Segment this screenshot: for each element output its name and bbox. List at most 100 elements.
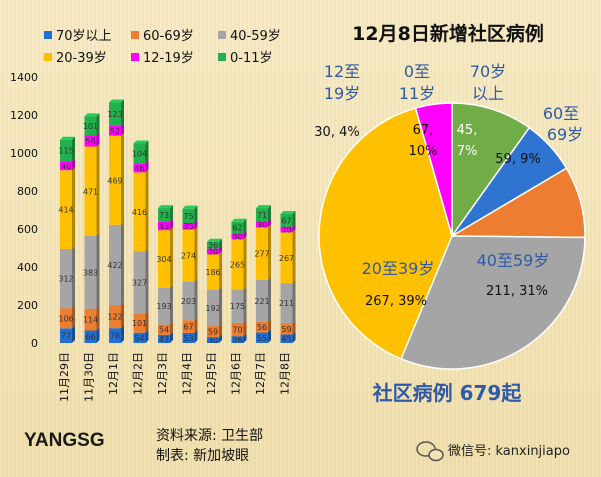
bar-value-label: 267 (279, 254, 294, 263)
pie-category-60-69-line1: 60至 (543, 104, 579, 123)
bar-segment (231, 322, 244, 337)
y-tick-label: 1000 (10, 147, 38, 160)
bar-segment (182, 332, 195, 343)
bar-segment (280, 283, 293, 324)
bar-segment (133, 172, 146, 252)
bar-value-label: 122 (107, 313, 122, 322)
bar-segment (182, 281, 195, 321)
bar-segment-side (243, 236, 247, 290)
pie-category-0-11-line1: 0至 (404, 62, 430, 81)
bar-segment-side (268, 224, 271, 280)
bar-segment-side (121, 302, 124, 329)
bar-segment-side (268, 329, 271, 343)
bar-segment (182, 208, 195, 223)
bar-segment (109, 305, 121, 329)
y-tick-label: 1200 (10, 109, 38, 122)
bar-segment-side (219, 245, 222, 255)
bar-segment (109, 224, 121, 305)
bar-segment-side (219, 238, 222, 249)
bar-segment-top (231, 218, 247, 222)
bar-value-label: 101 (83, 122, 98, 131)
bar-segment (231, 221, 244, 234)
x-tick-label: 12月3日 (156, 352, 169, 395)
bar-segment (182, 320, 195, 333)
bar-segment-side (170, 227, 173, 288)
x-tick-label: 12月2日 (132, 352, 145, 395)
pie-category-12-19-line1: 12至 (324, 62, 360, 81)
bar-segment-side (243, 230, 247, 240)
bar-segment-side (219, 334, 222, 343)
bar-segment (182, 229, 195, 282)
bar-segment (280, 226, 293, 233)
bar-value-label: 56 (257, 323, 267, 332)
bar-segment (84, 116, 97, 136)
bar-segment-side (243, 218, 247, 234)
bar-segment (158, 334, 170, 343)
bar-value-label: 73 (159, 211, 169, 220)
bar-value-label: 35 (183, 222, 193, 231)
bar-segment (231, 233, 244, 240)
bar-segment (256, 321, 268, 333)
bar-segment-side (219, 286, 222, 327)
bar-value-label: 75 (183, 212, 193, 221)
bar-segment-top (84, 113, 100, 117)
y-tick-label: 0 (31, 337, 38, 350)
bar-segment-side (121, 221, 124, 305)
bar-value-label: 186 (205, 268, 220, 277)
x-tick-label: 12月4日 (181, 352, 194, 395)
bar-segment-side (170, 205, 173, 222)
bar-segment-side (96, 143, 100, 237)
bar-value-label: 327 (132, 279, 147, 288)
logo-text: YANGSG (24, 430, 105, 451)
bar-segment-side (292, 223, 296, 233)
bar-segment-side (194, 317, 198, 333)
bar-value-label: 115 (58, 147, 73, 156)
pie-label-20-39-value: 267, 39% (365, 294, 427, 309)
bar-segment (280, 334, 293, 343)
bar-segment (109, 328, 121, 343)
bar-stack: 78 122 422 469 52 123 (107, 99, 124, 343)
bar-segment (60, 170, 72, 249)
bar-value-label: 70 (232, 326, 242, 335)
bar-segment-side (243, 333, 247, 343)
bar-value-label: 383 (83, 268, 98, 277)
bar-segment-side (96, 233, 100, 309)
legend-label-0-11: 0-11岁 (230, 51, 273, 66)
bar-value-label: 30 (257, 220, 267, 229)
x-tick-label: 11月29日 (58, 352, 71, 402)
bar-segment (60, 328, 72, 343)
bar-segment (256, 208, 268, 222)
bar-segment-side (72, 305, 75, 329)
bar-value-label: 469 (107, 176, 122, 185)
bar-segment (60, 161, 72, 171)
bar-segment-side (268, 318, 271, 333)
bar-value-label: 265 (230, 260, 245, 269)
bar-segment-side (121, 99, 124, 126)
bar-value-label: 471 (83, 187, 98, 196)
bar-value-label: 48 (134, 164, 144, 173)
bar-value-label: 123 (107, 110, 122, 119)
bar-segment (207, 289, 219, 327)
bar-segment (133, 313, 146, 333)
bar-value-label: 52 (110, 127, 120, 136)
x-tick-label: 12月8日 (279, 352, 292, 395)
legend-swatch-12-19 (131, 53, 139, 61)
y-tick-label: 1400 (10, 71, 38, 84)
bar-value-label: 274 (181, 252, 196, 261)
bar-segment (280, 232, 293, 284)
bar-value-label: 67 (183, 323, 193, 332)
pie-label-40-59-value: 211, 31% (486, 284, 548, 299)
pie-label-12-19-value: 30, 4% (314, 125, 359, 140)
legend-swatch-0-11 (218, 53, 226, 61)
bar-segment (256, 227, 268, 280)
y-tick-label: 400 (17, 261, 38, 274)
legend-swatch-20-39 (44, 53, 52, 61)
bar-value-label: 175 (230, 302, 245, 311)
legend-swatch-60-69 (131, 31, 139, 39)
bar-segment-side (194, 219, 198, 230)
bar-segment-side (145, 248, 149, 314)
